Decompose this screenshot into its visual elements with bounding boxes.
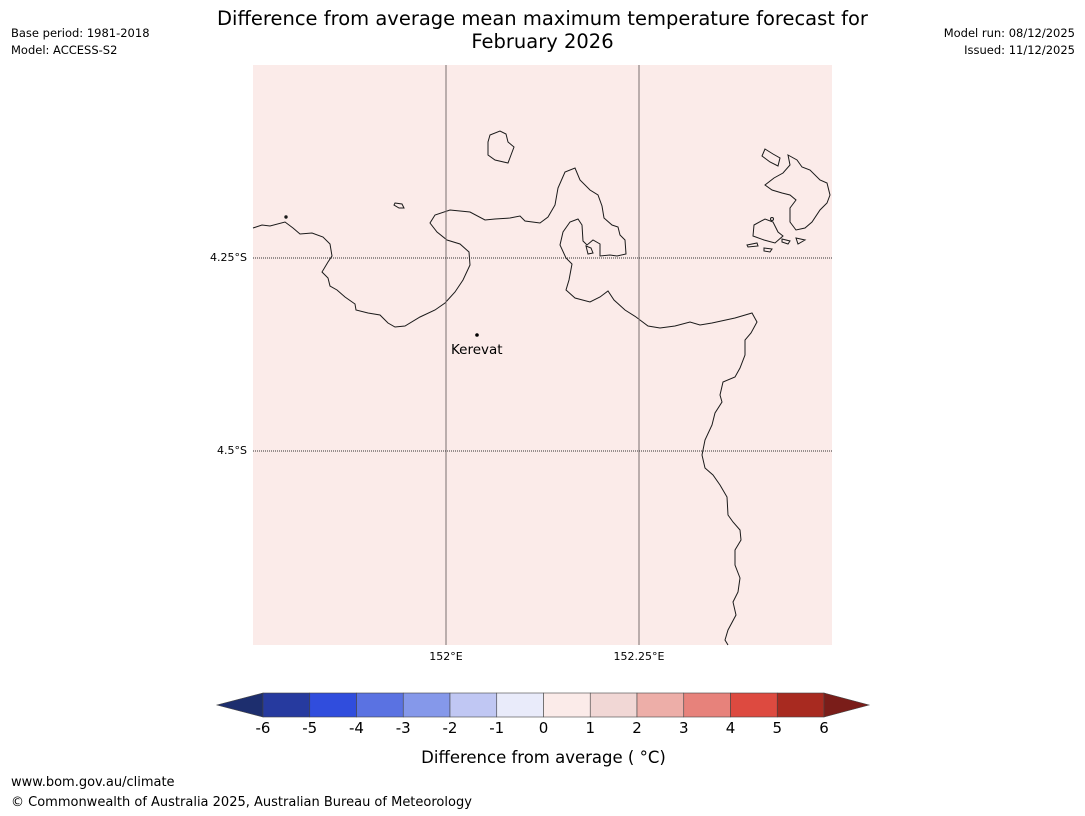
colorbar-tick-label: 3 [678, 719, 689, 737]
title-line-2: February 2026 [471, 30, 614, 53]
colorbar-segment [636, 692, 685, 718]
footer-url[interactable]: www.bom.gov.au/climate [11, 775, 175, 790]
colorbar-segment [309, 692, 357, 718]
model-run: Model run: 08/12/2025 [943, 26, 1075, 40]
gridlines [253, 65, 832, 645]
colorbar-tick-label: 0 [538, 719, 549, 737]
coastline-islet [393, 202, 405, 209]
colorbar-segment [356, 692, 404, 718]
colorbar-tick-label: -1 [489, 719, 505, 737]
colorbar-tick-label: -3 [395, 719, 411, 737]
coastline-island-north [487, 130, 515, 164]
colorbar-segment [262, 692, 311, 718]
town-marker-kerevat [475, 333, 479, 337]
model-name: Model: ACCESS-S2 [11, 43, 118, 57]
coastline-ne-south [752, 218, 784, 244]
place-label-kerevat: Kerevat [451, 342, 503, 358]
coastline-islet-bay [585, 245, 594, 255]
coastline-ne-island [761, 148, 781, 167]
colorbar-segment [496, 692, 544, 718]
coastline-mainland [252, 167, 758, 646]
coastline [252, 130, 831, 646]
footer-copyright: © Commonwealth of Australia 2025, Austra… [11, 795, 472, 810]
colorbar-tick-label: 2 [632, 719, 642, 737]
lon-label: 152.25°E [613, 650, 665, 663]
colorbar [215, 692, 871, 718]
colorbar-tick-label: 6 [819, 719, 829, 737]
colorbar-segment [402, 692, 451, 718]
colorbar-segment [543, 692, 591, 718]
meta-right: Model run: 08/12/2025 Issued: 11/12/2025 [944, 25, 1075, 59]
colorbar-tick-label: 4 [725, 719, 736, 737]
coastline-dot [284, 215, 288, 219]
lon-label: 152°E [429, 650, 463, 663]
lat-label: 4.5°S [217, 444, 247, 457]
colorbar-tick-label: -2 [442, 719, 458, 737]
colorbar-segment [589, 692, 638, 718]
colorbar-label: Difference from average ( °C) [421, 748, 666, 767]
colorbar-over-arrow [823, 692, 871, 718]
coastline-dot [770, 217, 774, 221]
colorbar-segment [776, 692, 825, 718]
map-title: Difference from average mean maximum tem… [0, 7, 1085, 53]
issued-date: Issued: 11/12/2025 [964, 43, 1075, 57]
meta-left: Base period: 1981-2018 Model: ACCESS-S2 [11, 25, 150, 59]
coastline-ne-islet [746, 237, 807, 253]
colorbar-tick-label: -6 [255, 719, 271, 737]
base-period: Base period: 1981-2018 [11, 26, 150, 40]
colorbar-segment [730, 692, 778, 718]
colorbar-under-arrow [215, 692, 264, 718]
lat-label: 4.25°S [210, 251, 247, 264]
colorbar-segment [683, 692, 731, 718]
colorbar-tick-label: -4 [349, 719, 364, 737]
coastline-ne-main [764, 154, 831, 231]
colorbar-segment [449, 692, 498, 718]
colorbar-tick-label: 5 [772, 719, 783, 737]
title-line-1: Difference from average mean maximum tem… [217, 7, 868, 30]
colorbar-tick-label: -5 [302, 719, 318, 737]
colorbar-tick-label: 1 [585, 719, 596, 737]
